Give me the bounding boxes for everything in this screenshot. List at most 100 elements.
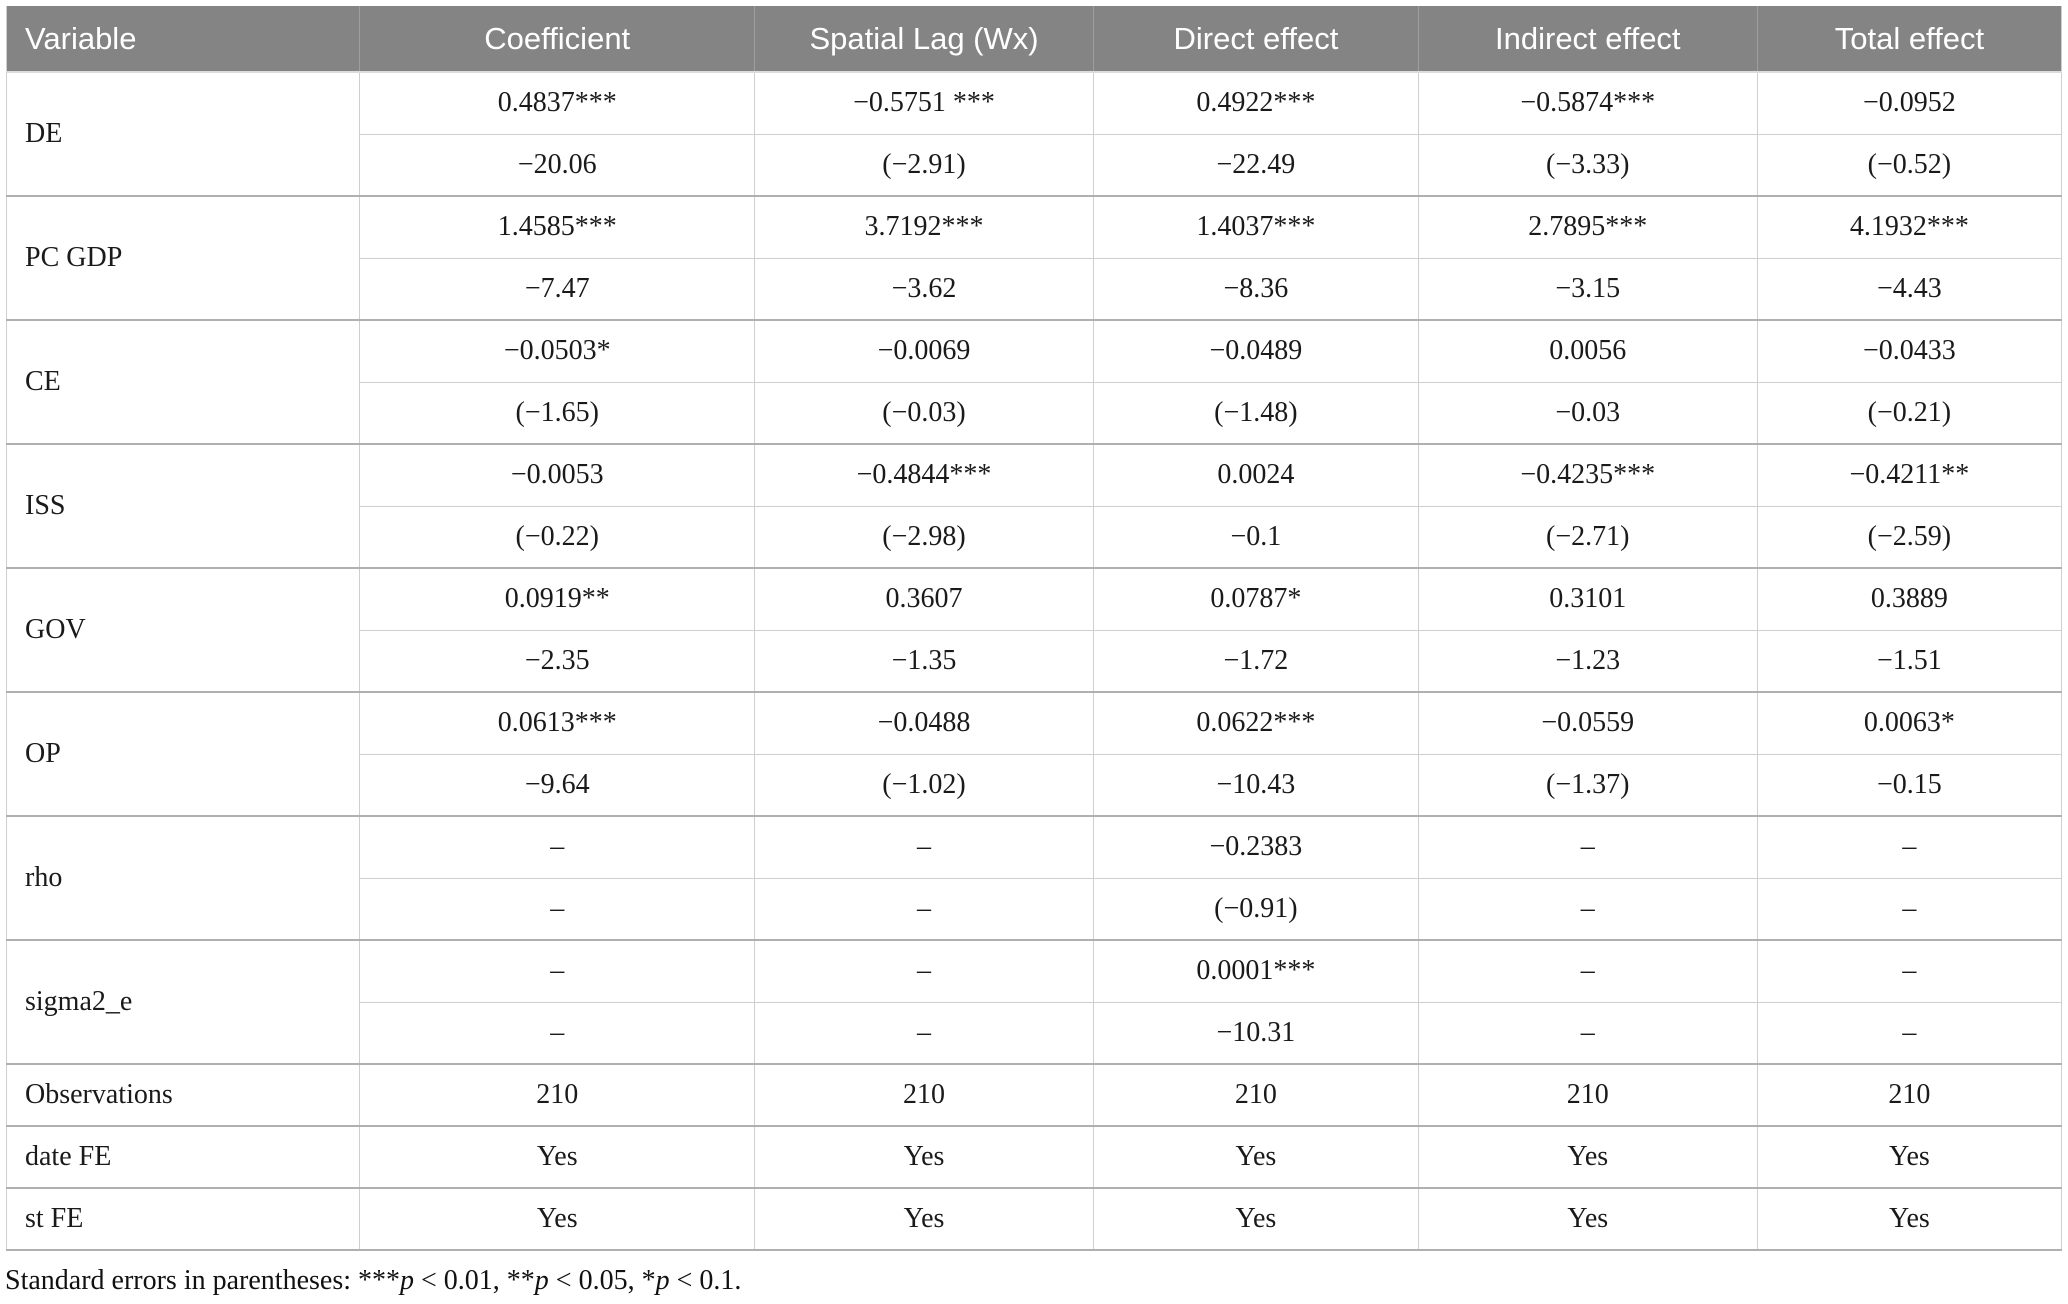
table-row: −7.47 −3.62 −8.36 −3.15 −4.43: [7, 258, 2062, 321]
header-cell-coefficient: Coefficient: [359, 6, 755, 73]
table-row: Observations 210 210 210 210 210: [6, 1064, 2062, 1127]
value-cell: 0.3101: [1417, 568, 1758, 631]
value-cell: −22.49: [1093, 134, 1419, 197]
value-cell: 0.0056: [1417, 320, 1758, 383]
value-cell: Yes: [1093, 1126, 1419, 1189]
value-cell: (−0.52): [1756, 134, 2062, 197]
value-cell: 0.3889: [1756, 568, 2062, 631]
value-cell: –: [1417, 816, 1758, 879]
value-cell: 0.4922***: [1093, 72, 1419, 135]
variable-cell: ISS: [6, 444, 360, 569]
value-cell: Yes: [1756, 1188, 2062, 1251]
footnote-text: < 0.01, **: [414, 1265, 535, 1296]
value-cell: 0.0613***: [359, 692, 755, 755]
value-cell: 1.4037***: [1093, 196, 1419, 259]
table-row: (−1.65) (−0.03) (−1.48) −0.03 (−0.21): [7, 382, 2062, 445]
variable-cell: rho: [6, 816, 360, 941]
value-cell: (−0.03): [753, 382, 1094, 445]
value-cell: −0.0952: [1756, 72, 2062, 135]
table-row: sigma2_e – – 0.0001*** – –: [6, 940, 2062, 1065]
value-cell: –: [753, 878, 1094, 941]
value-cell: −0.0053: [359, 444, 755, 507]
value-cell: 210: [1093, 1064, 1419, 1127]
value-cell: 210: [1756, 1064, 2062, 1127]
value-cell: −0.2383: [1093, 816, 1419, 879]
summary-label-cell: date FE: [6, 1126, 360, 1189]
value-cell: −0.0503*: [359, 320, 755, 383]
value-cell: −9.64: [359, 754, 755, 817]
footnote-text: < 0.05, *: [548, 1265, 656, 1296]
variable-cell: PC GDP: [6, 196, 360, 321]
header-cell-direct-effect: Direct effect: [1093, 6, 1419, 73]
value-cell: (−1.02): [753, 754, 1094, 817]
variable-cell: GOV: [6, 568, 360, 693]
table-row: CE −0.0503* −0.0069 −0.0489 0.0056 −0.04…: [6, 320, 2062, 445]
value-cell: −0.1: [1093, 506, 1419, 569]
value-cell: −0.4844***: [753, 444, 1094, 507]
value-cell: –: [359, 816, 755, 879]
table-row: −9.64 (−1.02) −10.43 (−1.37) −0.15: [7, 754, 2062, 817]
value-cell: −0.03: [1417, 382, 1758, 445]
value-cell: −0.5874***: [1417, 72, 1758, 135]
value-cell: −0.4211**: [1756, 444, 2062, 507]
value-cell: −0.4235***: [1417, 444, 1758, 507]
value-cell: −0.5751 ***: [753, 72, 1094, 135]
table-row: – – −10.31 – –: [7, 1002, 2062, 1065]
value-cell: 0.3607: [753, 568, 1094, 631]
value-cell: −2.35: [359, 630, 755, 693]
variable-cell: DE: [6, 72, 360, 197]
value-cell: −3.15: [1417, 258, 1758, 321]
header-cell-spatial-lag: Spatial Lag (Wx): [753, 6, 1094, 73]
value-cell: −0.0433: [1756, 320, 2062, 383]
value-cell: –: [359, 1002, 755, 1065]
value-cell: −1.72: [1093, 630, 1419, 693]
value-cell: –: [1417, 940, 1758, 1003]
footnote-text: < 0.1.: [669, 1265, 742, 1296]
summary-label-cell: st FE: [6, 1188, 360, 1251]
value-cell: −0.0489: [1093, 320, 1419, 383]
value-cell: −8.36: [1093, 258, 1419, 321]
header-cell-indirect-effect: Indirect effect: [1417, 6, 1758, 73]
table-row: (−0.22) (−2.98) −0.1 (−2.71) (−2.59): [7, 506, 2062, 569]
value-cell: Yes: [359, 1126, 755, 1189]
value-cell: –: [753, 1002, 1094, 1065]
value-cell: −10.43: [1093, 754, 1419, 817]
value-cell: (−2.98): [753, 506, 1094, 569]
value-cell: (−1.37): [1417, 754, 1758, 817]
value-cell: (−0.22): [359, 506, 755, 569]
variable-cell: sigma2_e: [6, 940, 360, 1065]
value-cell: 210: [1417, 1064, 1758, 1127]
footnote-p-symbol: p: [400, 1265, 414, 1296]
value-cell: −0.15: [1756, 754, 2062, 817]
value-cell: Yes: [359, 1188, 755, 1251]
value-cell: −1.51: [1756, 630, 2062, 693]
value-cell: –: [1417, 1002, 1758, 1065]
value-cell: Yes: [1093, 1188, 1419, 1251]
value-cell: –: [753, 940, 1094, 1003]
table-row: date FE Yes Yes Yes Yes Yes: [6, 1126, 2062, 1189]
value-cell: –: [1756, 1002, 2062, 1065]
value-cell: Yes: [753, 1126, 1094, 1189]
value-cell: –: [1417, 878, 1758, 941]
value-cell: 0.0622***: [1093, 692, 1419, 755]
results-table: Variable Coefficient Spatial Lag (Wx) Di…: [6, 6, 2062, 1251]
value-cell: 0.0001***: [1093, 940, 1419, 1003]
footnote-p-symbol: p: [655, 1265, 670, 1296]
value-cell: (−2.59): [1756, 506, 2062, 569]
table-row: PC GDP 1.4585*** 3.7192*** 1.4037*** 2.7…: [6, 196, 2062, 321]
table-header-row: Variable Coefficient Spatial Lag (Wx) Di…: [6, 6, 2062, 73]
value-cell: −0.0488: [753, 692, 1094, 755]
value-cell: –: [753, 816, 1094, 879]
value-cell: −0.0069: [753, 320, 1094, 383]
value-cell: −1.35: [753, 630, 1094, 693]
header-cell-total-effect: Total effect: [1756, 6, 2062, 73]
value-cell: (−1.65): [359, 382, 755, 445]
table-row: −2.35 −1.35 −1.72 −1.23 −1.51: [7, 630, 2062, 693]
value-cell: 0.4837***: [359, 72, 755, 135]
table-row: DE 0.4837*** −0.5751 *** 0.4922*** −0.58…: [6, 72, 2062, 197]
value-cell: –: [359, 940, 755, 1003]
value-cell: −0.0559: [1417, 692, 1758, 755]
value-cell: 210: [359, 1064, 755, 1127]
table-row: st FE Yes Yes Yes Yes Yes: [6, 1188, 2062, 1251]
